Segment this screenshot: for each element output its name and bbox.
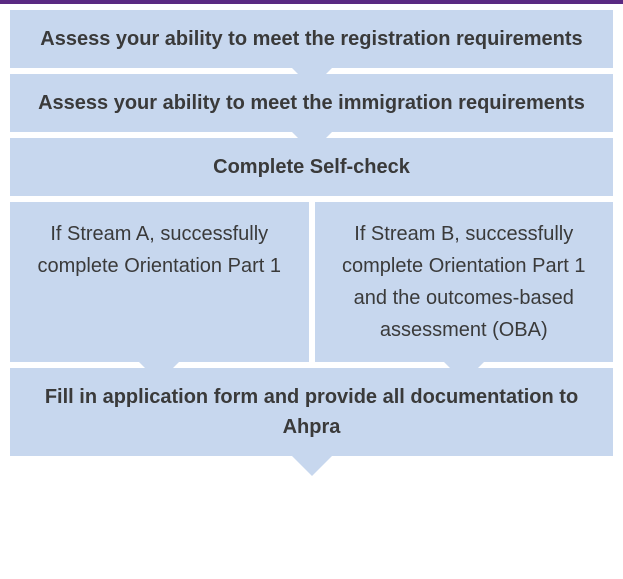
flow-stream-b: If Stream B, successfully complete Orien… <box>315 202 614 362</box>
flow-step-registration: Assess your ability to meet the registra… <box>10 10 613 68</box>
step-text: Fill in application form and provide all… <box>45 386 578 438</box>
flow-stream-a: If Stream A, successfully complete Orien… <box>10 202 309 362</box>
step-text: Complete Self-check <box>213 156 410 178</box>
arrow-down-icon <box>292 132 332 152</box>
step-text: Assess your ability to meet the immigrat… <box>38 92 585 114</box>
step-text: If Stream B, successfully complete Orien… <box>342 223 585 341</box>
step-text: If Stream A, successfully complete Orien… <box>38 223 281 277</box>
flowchart-container: Assess your ability to meet the registra… <box>0 4 623 466</box>
flow-split: If Stream A, successfully complete Orien… <box>10 202 613 362</box>
arrow-down-icon <box>139 362 179 382</box>
step-text: Assess your ability to meet the registra… <box>40 28 582 50</box>
arrow-down-icon <box>292 68 332 88</box>
flow-step-application: Fill in application form and provide all… <box>10 368 613 456</box>
arrow-down-icon <box>292 456 332 476</box>
arrow-down-icon <box>444 362 484 382</box>
